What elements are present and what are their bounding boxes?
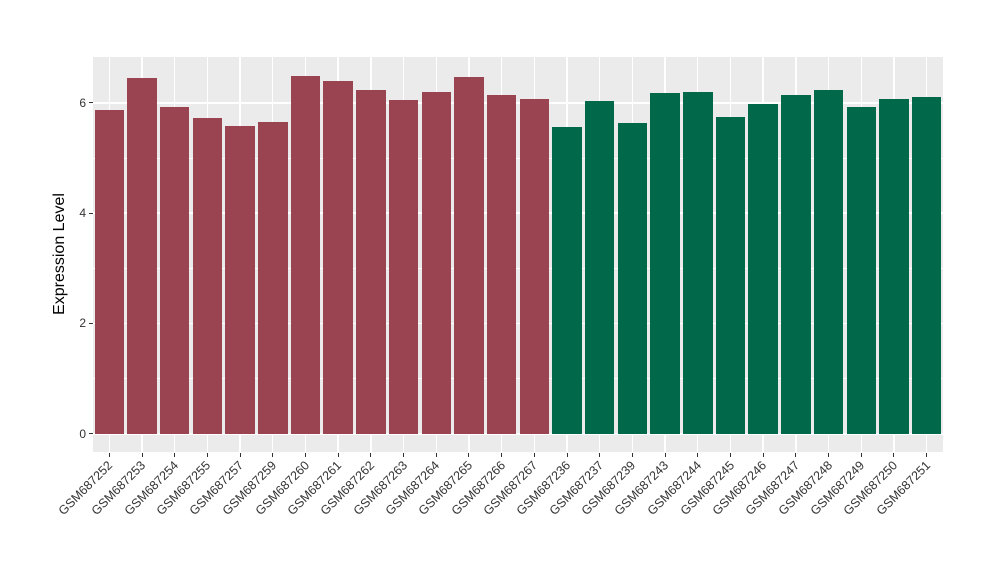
x-tick-mark (108, 453, 110, 457)
bar (617, 123, 648, 434)
bar (160, 107, 190, 434)
minor-gridline (93, 157, 943, 159)
x-tick-mark (533, 453, 535, 457)
y-tick-label: 0 (79, 426, 86, 441)
bar (846, 106, 876, 434)
bar (290, 75, 321, 434)
major-gridline (93, 212, 943, 214)
major-gridline (93, 433, 943, 435)
major-gridline (93, 102, 943, 104)
y-tick-mark (88, 322, 93, 324)
x-tick-mark (828, 453, 830, 457)
minor-gridline (93, 378, 943, 380)
bar (519, 99, 550, 434)
x-tick-mark (206, 453, 208, 457)
minor-gridline (93, 267, 943, 269)
bar (323, 81, 353, 434)
x-tick-mark (566, 453, 568, 457)
bar (388, 100, 419, 434)
bar (225, 125, 255, 434)
x-tick-mark (141, 453, 143, 457)
y-tick-label: 2 (79, 316, 86, 331)
bar (585, 100, 615, 434)
bar (258, 121, 288, 434)
x-tick-mark (795, 453, 797, 457)
bar (748, 104, 778, 434)
bar (552, 127, 582, 434)
x-tick-mark (860, 453, 862, 457)
x-tick-mark (501, 453, 503, 457)
plot-panel (93, 57, 943, 452)
y-tick-label: 4 (79, 206, 86, 221)
bar (486, 94, 517, 434)
x-tick-mark (272, 453, 274, 457)
x-tick-mark (174, 453, 176, 457)
x-tick-mark (468, 453, 470, 457)
bar (650, 93, 680, 434)
x-tick-mark (697, 453, 699, 457)
bar (127, 77, 157, 434)
y-tick-mark (88, 212, 93, 214)
x-tick-mark (664, 453, 666, 457)
bar (879, 98, 909, 434)
bar (911, 97, 942, 434)
bar (781, 95, 811, 434)
bar (683, 92, 713, 434)
x-tick-mark (403, 453, 405, 457)
x-tick-mark (337, 453, 339, 457)
x-tick-mark (730, 453, 731, 457)
x-tick-mark (762, 453, 764, 457)
x-tick-mark (926, 453, 928, 457)
bar (715, 116, 746, 434)
x-tick-mark (239, 453, 241, 457)
x-tick-mark (599, 453, 601, 457)
y-tick-mark (88, 433, 93, 435)
x-tick-mark (370, 453, 372, 457)
bar (454, 77, 484, 434)
y-tick-mark (88, 102, 93, 104)
bar (192, 118, 223, 434)
bar (356, 90, 386, 434)
bar (813, 89, 844, 434)
y-tick-label: 6 (79, 95, 86, 110)
x-tick-mark (435, 453, 437, 457)
bar (94, 109, 125, 434)
x-tick-mark (631, 453, 633, 457)
bar (421, 91, 451, 434)
x-tick-mark (305, 453, 306, 457)
major-gridline (93, 322, 943, 325)
x-tick-mark (893, 453, 895, 457)
